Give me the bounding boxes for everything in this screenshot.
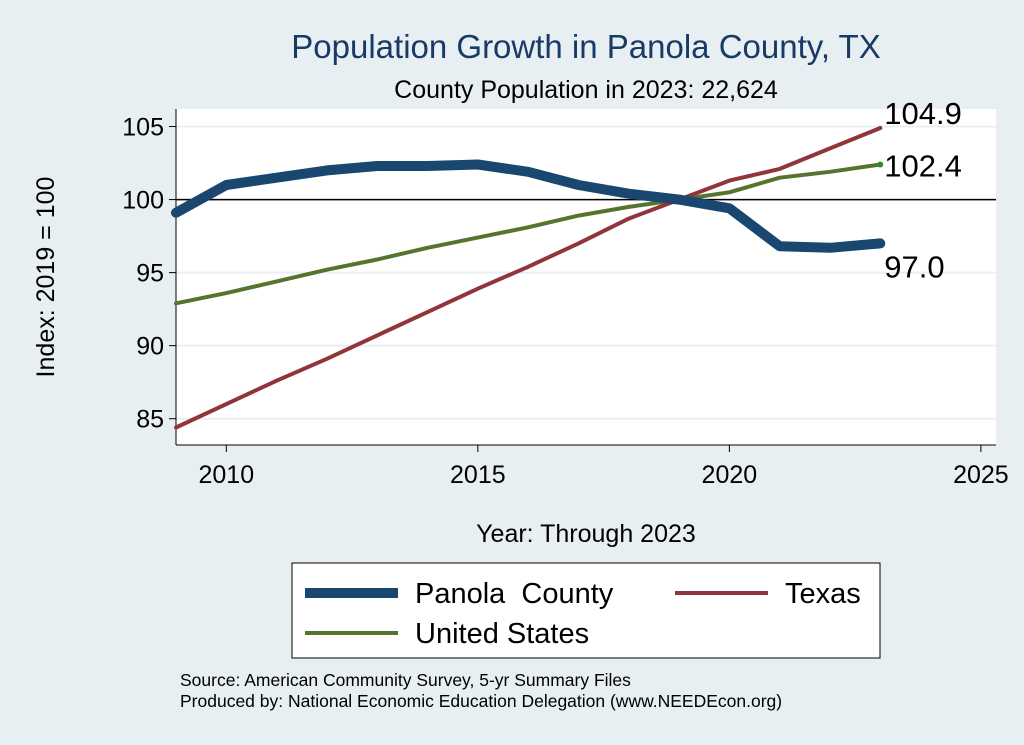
- plot-area: [176, 109, 996, 445]
- series-group: [171, 126, 886, 430]
- end-labels-group: 97.0 104.9 102.4: [877, 96, 962, 284]
- y-axis-label: Index: 2019 = 100: [32, 177, 60, 378]
- x-tick-label-2015: 2015: [450, 461, 506, 489]
- y-axis-ticks: 85 90 95 100 105: [122, 114, 176, 434]
- legend: Panola County Texas United States: [291, 562, 881, 659]
- series-line-panola-county: [171, 159, 886, 253]
- y-tick-label-100: 100: [122, 187, 164, 215]
- us-end-marker: [877, 161, 884, 168]
- y-tick-label-95: 95: [136, 260, 164, 288]
- chart-title: Population Growth in Panola County, TX: [291, 28, 880, 65]
- legend-box: [291, 562, 881, 659]
- end-label-texas: 104.9: [884, 96, 962, 131]
- end-label-united-states: 102.4: [884, 149, 962, 184]
- chart-subtitle: County Population in 2023: 22,624: [394, 76, 778, 104]
- x-tick-label-2010: 2010: [198, 461, 254, 489]
- x-axis-label: Year: Through 2023: [476, 520, 696, 548]
- source-line-2: Produced by: National Economic Education…: [180, 691, 782, 711]
- series-line-texas: [174, 126, 883, 430]
- x-axis-ticks: 2010 2015 2020 2025: [198, 445, 1009, 489]
- x-tick-label-2020: 2020: [702, 461, 758, 489]
- y-tick-label-90: 90: [136, 333, 164, 361]
- legend-label-texas: Texas: [785, 578, 861, 610]
- y-tick-label-85: 85: [136, 406, 164, 434]
- x-tick-label-2025: 2025: [953, 461, 1009, 489]
- source-line-1: Source: American Community Survey, 5-yr …: [180, 670, 631, 690]
- end-label-panola-county: 97.0: [884, 249, 944, 284]
- series-line-united-states: [174, 162, 883, 306]
- y-tick-label-105: 105: [122, 114, 164, 142]
- legend-label-united-states: United States: [415, 618, 589, 650]
- legend-label-panola: Panola County: [415, 578, 614, 610]
